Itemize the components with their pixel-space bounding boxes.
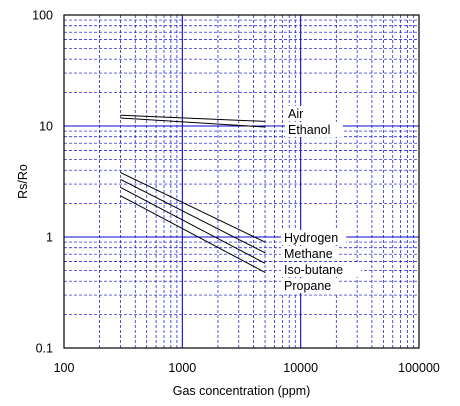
x-tick-labels: 100 1000 10000 100000 <box>54 361 440 375</box>
series-label-background <box>281 246 339 261</box>
series-line-iso-butane <box>120 186 266 264</box>
series-line-propane <box>120 195 266 273</box>
y-tick-label: 100 <box>32 9 53 23</box>
y-tick-label: 10 <box>39 120 53 134</box>
x-axis-label: Gas concentration (ppm) <box>173 384 311 398</box>
series-label-hydrogen: Hydrogen <box>284 231 338 245</box>
series-label-background <box>281 262 361 277</box>
y-tick-labels: 0.1 1 10 100 <box>32 9 53 356</box>
y-axis-label-part: Ro <box>16 164 30 180</box>
y-tick-label: 1 <box>46 231 53 245</box>
y-axis-label-part: / <box>16 180 30 184</box>
y-axis-label-part: Rs <box>16 184 30 199</box>
series-line-methane <box>120 178 266 254</box>
grid <box>64 15 419 348</box>
series-labels: Air Ethanol Hydrogen Methane Iso-butane Propa… <box>281 106 361 293</box>
y-axis-label: Rs/Ro <box>16 164 30 199</box>
series-line-air <box>120 114 266 122</box>
series-label-methane: Methane <box>284 247 333 261</box>
series-label-background <box>285 122 343 137</box>
y-axis-title: Rs/Ro <box>16 164 30 199</box>
series-label-propane: Propane <box>284 279 331 293</box>
plot-frame <box>63 14 420 349</box>
series-label-iso-butane: Iso-butane <box>284 263 343 277</box>
x-tick-label: 100 <box>54 361 75 375</box>
x-tick-label: 10000 <box>283 361 318 375</box>
series-label-background <box>281 278 339 293</box>
y-tick-label: 0.1 <box>36 342 53 356</box>
series-lines <box>120 114 266 273</box>
series-line-ethanol <box>120 117 266 128</box>
series-label-background <box>285 106 314 121</box>
series-label-ethanol: Ethanol <box>288 123 330 137</box>
series-label-air: Air <box>288 107 303 121</box>
x-tick-label: 1000 <box>168 361 196 375</box>
x-tick-label: 100000 <box>398 361 440 375</box>
series-label-background <box>281 230 347 245</box>
series-line-hydrogen <box>120 172 266 243</box>
